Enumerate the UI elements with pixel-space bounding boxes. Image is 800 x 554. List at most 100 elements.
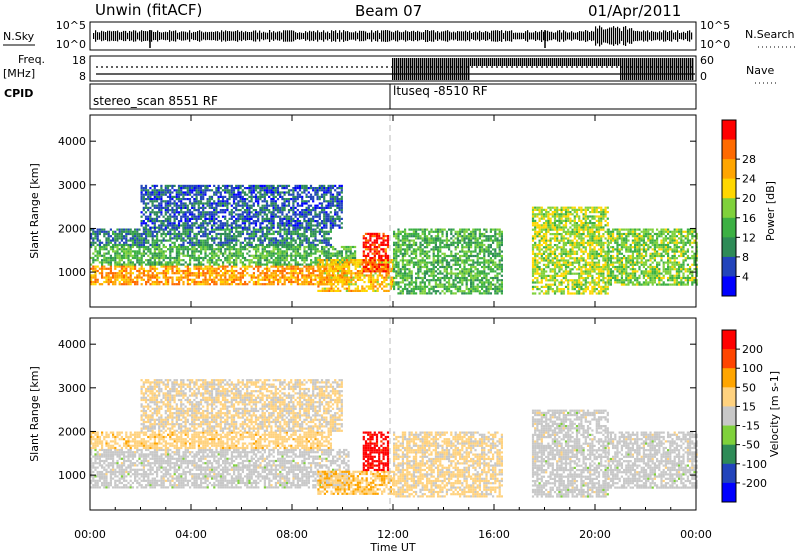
echo-cell	[186, 269, 189, 273]
echo-cell	[296, 274, 299, 277]
echo-cell	[415, 287, 418, 291]
echo-cell	[328, 263, 331, 266]
echo-cell	[305, 245, 308, 249]
echo-cell	[155, 220, 159, 223]
noise-bar	[281, 32, 283, 40]
echo-cell	[241, 274, 244, 277]
echo-cell	[259, 228, 262, 231]
echo-cell	[103, 235, 106, 238]
echo-cell	[211, 269, 214, 273]
echo-cell	[112, 245, 115, 249]
echo-cell	[215, 235, 218, 238]
echo-cell	[261, 245, 264, 249]
echo-cell	[329, 274, 332, 277]
echo-cell	[393, 230, 396, 233]
echo-cell	[224, 278, 227, 281]
echo-cell	[292, 191, 295, 194]
echo-cell	[160, 202, 163, 205]
echo-cell	[252, 276, 255, 279]
echo-cell	[241, 269, 244, 273]
echo-cell	[274, 202, 277, 205]
echo-cell	[235, 259, 238, 262]
echo-cell	[373, 241, 376, 244]
echo-cell	[228, 248, 231, 251]
echo-cell	[371, 261, 374, 264]
echo-cell	[178, 237, 181, 240]
echo-cell	[279, 278, 282, 281]
noise-bar	[229, 31, 231, 41]
echo-cell	[288, 230, 291, 233]
echo-cell	[345, 272, 348, 275]
echo-cell	[239, 241, 242, 244]
echo-cell	[294, 189, 297, 192]
echo-cell	[266, 274, 269, 277]
echo-cell	[359, 265, 362, 268]
echo-cell	[215, 189, 218, 192]
echo-cell	[257, 254, 260, 257]
echo-cell	[134, 265, 137, 268]
echo-cell	[318, 250, 321, 253]
echo-cell	[230, 241, 233, 244]
echo-cell	[162, 259, 165, 262]
noise-bar	[245, 31, 247, 41]
echo-cell	[410, 250, 413, 253]
echo-cell	[98, 228, 101, 231]
echo-cell	[415, 237, 418, 240]
echo-cell	[334, 285, 337, 288]
echo-cell	[144, 215, 148, 218]
echo-cell	[345, 261, 348, 264]
echo-cell	[345, 263, 348, 266]
echo-cell	[259, 195, 262, 198]
noise-bar	[101, 30, 103, 42]
echo-cell	[334, 248, 337, 251]
echo-cell	[177, 189, 181, 192]
echo-cell	[206, 211, 209, 214]
noise-bar	[203, 32, 205, 40]
echo-cell	[338, 204, 341, 207]
echo-cell	[277, 280, 280, 284]
echo-cell	[356, 265, 359, 268]
echo-cell	[162, 276, 165, 279]
noise-bar	[557, 30, 559, 42]
echo-cell	[303, 252, 306, 255]
echo-cell	[325, 200, 328, 203]
echo-cell	[432, 230, 435, 233]
echo-cell	[334, 276, 337, 279]
echo-cell	[270, 224, 273, 227]
echo-cell	[404, 237, 407, 240]
echo-cell	[437, 261, 440, 264]
echo-cell	[241, 276, 244, 279]
echo-cell	[274, 195, 277, 198]
echo-cell	[301, 283, 304, 286]
echo-cell	[206, 269, 209, 273]
echo-cell	[129, 283, 132, 286]
echo-cell	[327, 187, 330, 190]
echo-cell	[217, 241, 220, 244]
echo-cell	[397, 235, 400, 238]
echo-cell	[239, 245, 242, 249]
noise-bar	[633, 30, 635, 42]
echo-cell	[169, 217, 172, 220]
echo-cell	[90, 280, 93, 284]
noise-bar	[515, 32, 517, 40]
echo-cell	[364, 259, 368, 262]
echo-cell	[235, 222, 238, 225]
echo-cell	[287, 222, 291, 225]
echo-cell	[156, 252, 159, 255]
echo-cell	[153, 187, 156, 190]
echo-cell	[193, 280, 196, 284]
echo-cell	[94, 245, 97, 249]
echo-cell	[208, 248, 211, 251]
echo-cell	[120, 248, 123, 251]
echo-cell	[246, 215, 249, 218]
echo-cell	[428, 274, 431, 277]
echo-cell	[213, 252, 216, 255]
echo-cell	[421, 237, 424, 240]
echo-cell	[334, 195, 337, 198]
echo-cell	[266, 283, 269, 286]
noise-bar	[95, 30, 97, 42]
echo-cell	[186, 187, 189, 190]
echo-cell	[244, 263, 247, 266]
echo-cell	[323, 220, 326, 223]
echo-cell	[281, 250, 284, 253]
